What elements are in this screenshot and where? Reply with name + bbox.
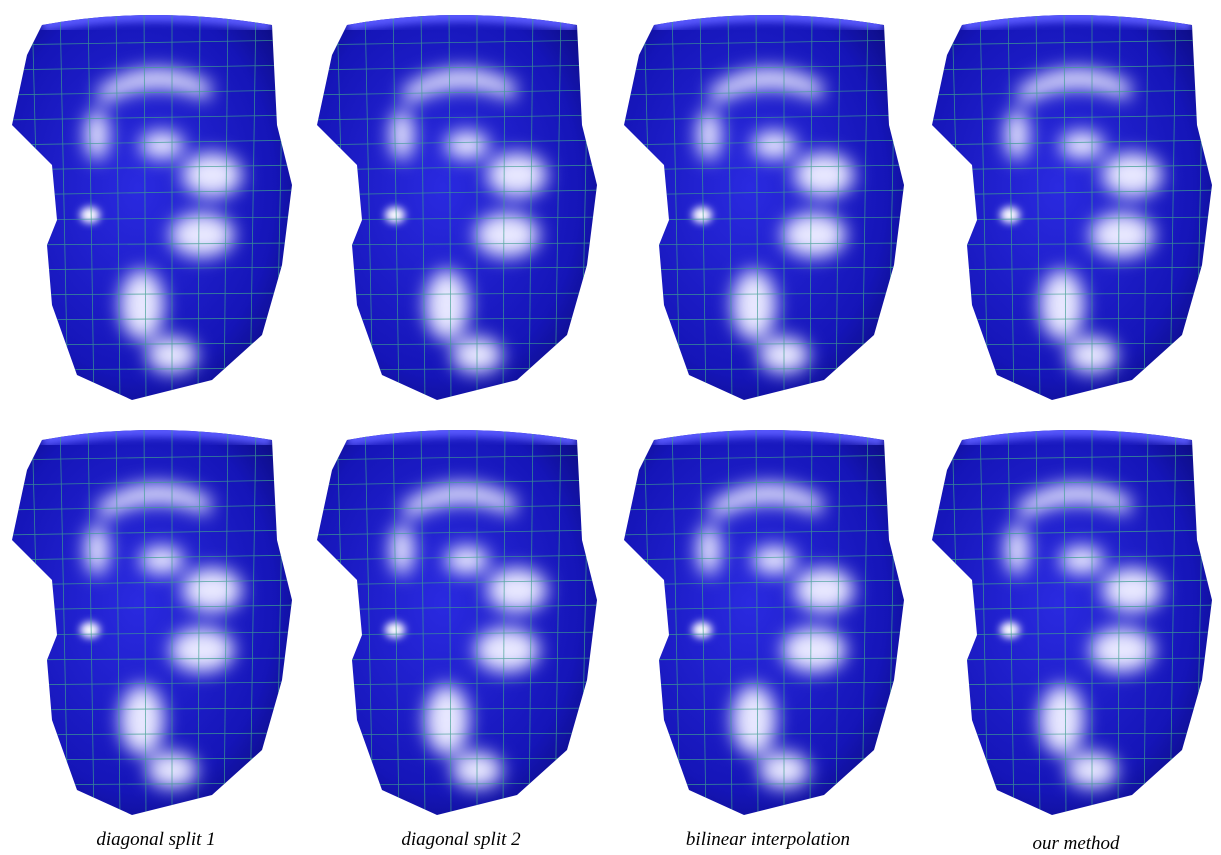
caption: diagonal split 1 [96,829,215,850]
face-renderings [2,5,1221,820]
face-render [614,5,914,405]
face-render [922,5,1221,405]
caption: diagonal split 2 [401,829,521,850]
face-render [2,420,302,820]
face-render [614,420,914,820]
figure: diagonal split 1 diagonal split 2 biline… [0,0,1221,855]
caption: bilinear interpolation [686,829,850,850]
face-render [307,420,607,820]
face-render [307,5,607,405]
face-render [922,420,1221,820]
face-render [2,5,302,405]
caption: our method [1032,833,1120,854]
